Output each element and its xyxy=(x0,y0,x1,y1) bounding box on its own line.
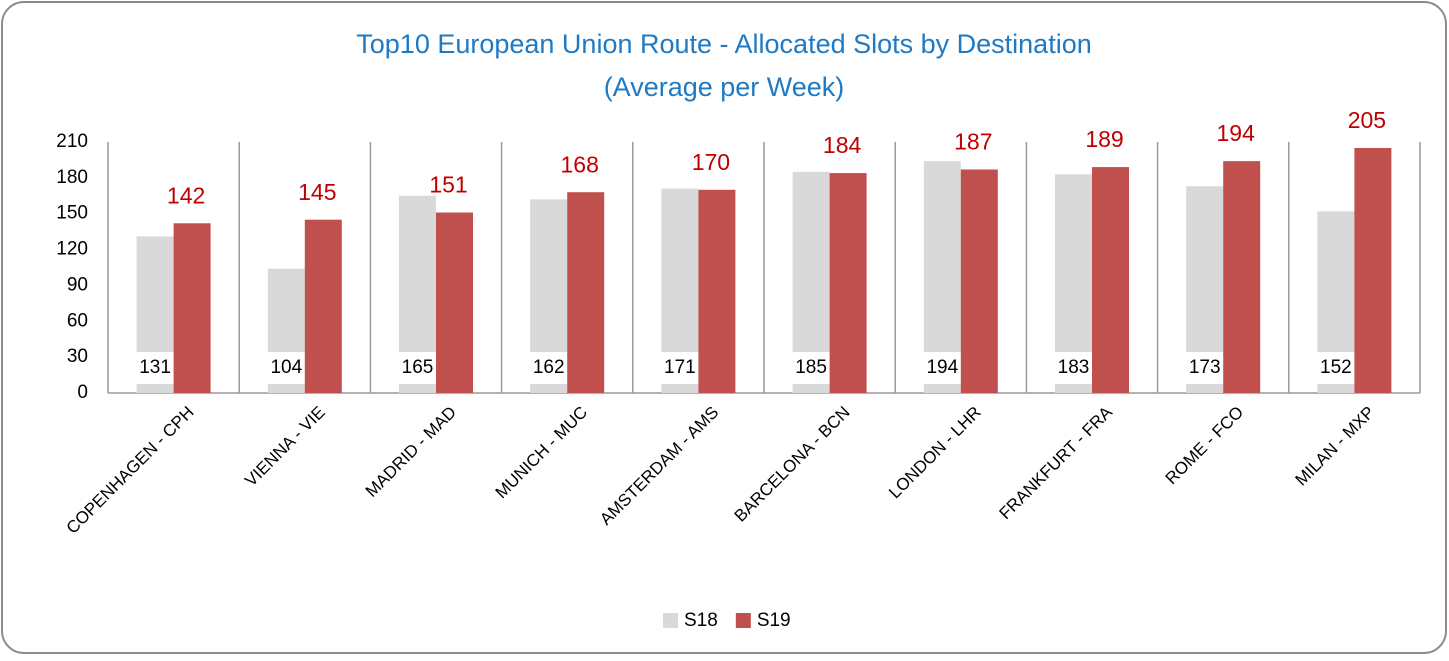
y-tick-label: 150 xyxy=(56,203,88,224)
value-label-box xyxy=(128,352,181,384)
value-label-box xyxy=(915,352,968,384)
legend-swatch xyxy=(663,613,678,628)
bar xyxy=(698,189,736,393)
bar xyxy=(829,173,867,393)
value-label-box xyxy=(259,352,312,384)
bar xyxy=(436,212,473,393)
value-label: 194 xyxy=(926,357,958,378)
chart-subtitle: (Average per Week) xyxy=(604,72,845,102)
y-tick-label: 60 xyxy=(67,310,88,331)
value-label: 194 xyxy=(1217,120,1256,146)
value-label: 170 xyxy=(692,149,730,175)
value-label-box xyxy=(1047,352,1099,384)
value-label-box xyxy=(1309,352,1362,384)
y-tick-label: 210 xyxy=(56,131,88,152)
bar xyxy=(1092,167,1129,393)
value-label: 145 xyxy=(298,179,336,205)
bar xyxy=(1223,161,1261,393)
bar xyxy=(567,192,605,393)
value-label-box xyxy=(1178,352,1231,384)
value-label: 171 xyxy=(664,357,696,378)
value-label: 104 xyxy=(270,357,302,378)
y-tick-label: 90 xyxy=(67,274,88,295)
value-label-box xyxy=(522,352,575,384)
value-label: 142 xyxy=(167,182,205,208)
y-tick-label: 30 xyxy=(67,346,88,367)
y-tick-label: 180 xyxy=(56,167,88,188)
value-label: 185 xyxy=(795,357,827,378)
value-label: 189 xyxy=(1085,126,1123,152)
legend-swatch xyxy=(735,613,751,628)
value-label: 187 xyxy=(954,129,992,155)
value-label: 184 xyxy=(823,132,862,158)
value-label: 165 xyxy=(402,357,434,378)
value-label: 151 xyxy=(429,172,467,198)
legend-label: S19 xyxy=(757,610,791,631)
bar xyxy=(304,219,342,393)
bar xyxy=(173,223,211,393)
bar xyxy=(960,169,998,393)
value-label: 183 xyxy=(1058,357,1090,378)
value-label: 168 xyxy=(561,151,599,177)
chart-title: Top10 European Union Route - Allocated S… xyxy=(356,29,1091,59)
value-label-box xyxy=(391,352,443,384)
bar xyxy=(1354,147,1392,393)
value-label: 173 xyxy=(1189,357,1221,378)
value-label: 131 xyxy=(139,357,171,378)
value-label-box xyxy=(784,352,837,384)
legend-label: S18 xyxy=(684,610,718,631)
value-label-box xyxy=(653,352,706,384)
y-tick-label: 120 xyxy=(56,239,88,260)
y-tick-label: 0 xyxy=(77,382,88,403)
value-label: 152 xyxy=(1320,357,1352,378)
value-label: 205 xyxy=(1348,107,1386,133)
value-label: 162 xyxy=(533,357,565,378)
